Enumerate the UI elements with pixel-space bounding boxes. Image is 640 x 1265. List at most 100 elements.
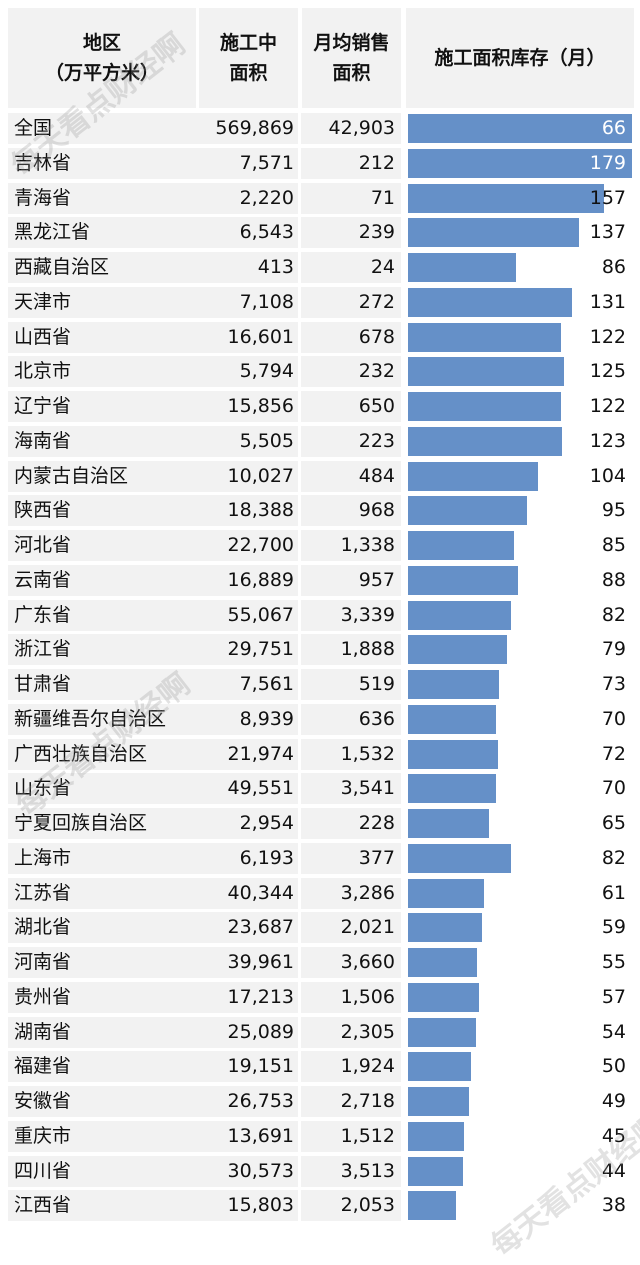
inventory-cell: 65: [406, 808, 634, 839]
inventory-bar: [408, 253, 516, 282]
construction-area: 413: [257, 256, 294, 278]
inventory-cell: 123: [406, 425, 634, 457]
construction-area: 30,573: [227, 1159, 294, 1182]
region-name: 山西省: [8, 321, 298, 353]
inventory-cell: 88: [406, 564, 634, 596]
inventory-value: 59: [601, 916, 626, 939]
inventory-cell: 179: [406, 147, 634, 179]
monthly-sales-area: 484: [301, 460, 401, 492]
inventory-value: 85: [601, 534, 626, 556]
inventory-bar: [408, 809, 489, 838]
construction-area: 40,344: [227, 881, 294, 904]
construction-area: 7,108: [239, 290, 294, 313]
region-name: 湖北省: [8, 912, 298, 944]
inventory-cell: 122: [406, 321, 634, 353]
table-row: 山东省 49,551 3,541 70: [0, 773, 640, 805]
inventory-value: 179: [589, 151, 626, 174]
inventory-bar: [408, 287, 572, 317]
construction-area: 15,803: [227, 1194, 294, 1217]
region-name: 青海省: [8, 182, 298, 214]
table-row: 全国 569,869 42,903 66: [0, 113, 640, 144]
inventory-value: 55: [601, 951, 626, 973]
inventory-bar: [408, 1156, 463, 1186]
inventory-cell: 79: [406, 634, 634, 666]
construction-area: 18,388: [227, 499, 294, 522]
table-row: 江苏省 40,344 3,286 61: [0, 877, 640, 909]
table-row: 北京市 5,794 232 125: [0, 356, 640, 388]
construction-area: 23,687: [227, 916, 294, 939]
table-row: 山西省 16,601 678 122: [0, 321, 640, 353]
region-name: 辽宁省: [8, 391, 298, 422]
monthly-sales-area: 2,021: [301, 912, 401, 944]
table-row: 青海省 2,220 71 157: [0, 182, 640, 214]
monthly-sales-area: 2,053: [301, 1190, 401, 1222]
inventory-value: 122: [589, 325, 626, 348]
inventory-value: 125: [589, 360, 626, 383]
inventory-value: 54: [601, 1020, 626, 1043]
table-row: 西藏自治区 413 24 86: [0, 252, 640, 283]
monthly-sales-area: 212: [301, 147, 401, 179]
inventory-value: 57: [601, 985, 626, 1008]
inventory-bar: [408, 600, 511, 630]
inventory-value: 66: [601, 117, 626, 139]
inventory-cell: 70: [406, 703, 634, 735]
inventory-bar: [408, 878, 484, 908]
inventory-value: 122: [589, 395, 626, 417]
inventory-cell: 59: [406, 912, 634, 944]
inventory-cell: 38: [406, 1190, 634, 1222]
inventory-value: 79: [601, 638, 626, 661]
region-name: 贵州省: [8, 981, 298, 1013]
inventory-bar: [408, 531, 514, 560]
construction-area: 7,571: [239, 151, 294, 174]
inventory-bar: [408, 426, 562, 456]
inventory-cell: 70: [406, 773, 634, 805]
table-row: 浙江省 29,751 1,888 79: [0, 634, 640, 666]
inventory-value: 72: [601, 742, 626, 765]
inventory-cell: 122: [406, 391, 634, 422]
construction-area: 26,753: [227, 1090, 294, 1112]
construction-area: 16,889: [227, 568, 294, 591]
inventory-cell: 61: [406, 877, 634, 909]
inventory-value: 70: [601, 707, 626, 730]
construction-area: 2,954: [239, 812, 294, 834]
construction-area: 5,794: [239, 360, 294, 383]
table-row: 河南省 39,961 3,660 55: [0, 947, 640, 978]
inventory-bar: [408, 670, 499, 699]
monthly-sales-area: 650: [301, 391, 401, 422]
inventory-cell: 131: [406, 286, 634, 318]
table-row: 宁夏回族自治区 2,954 228 65: [0, 808, 640, 839]
inventory-cell: 72: [406, 738, 634, 770]
inventory-value: 82: [601, 846, 626, 869]
inventory-bar: [408, 1191, 456, 1221]
inventory-value: 61: [601, 881, 626, 904]
monthly-sales-area: 678: [301, 321, 401, 353]
region-name: 重庆市: [8, 1120, 298, 1152]
table-row: 内蒙古自治区 10,027 484 104: [0, 460, 640, 492]
inventory-cell: 82: [406, 599, 634, 631]
region-name: 甘肃省: [8, 669, 298, 700]
construction-area: 569,869: [215, 117, 294, 139]
inventory-cell: 49: [406, 1086, 634, 1117]
table-row: 贵州省 17,213 1,506 57: [0, 981, 640, 1013]
region-name: 河南省: [8, 947, 298, 978]
table-row: 四川省 30,573 3,513 44: [0, 1155, 640, 1187]
inventory-bar: [408, 704, 496, 734]
monthly-sales-area: 223: [301, 425, 401, 457]
monthly-sales-area: 71: [301, 182, 401, 214]
region-name: 陕西省: [8, 495, 298, 527]
construction-area: 8,939: [239, 707, 294, 730]
inventory-value: 95: [601, 499, 626, 522]
region-name: 安徽省: [8, 1086, 298, 1117]
inventory-value: 44: [601, 1159, 626, 1182]
table-row: 湖南省 25,089 2,305 54: [0, 1016, 640, 1048]
monthly-sales-area: 24: [301, 252, 401, 283]
region-name: 天津市: [8, 286, 298, 318]
header-construction: 施工中 面积: [199, 8, 298, 108]
inventory-value: 88: [601, 568, 626, 591]
inventory-cell: 85: [406, 530, 634, 561]
inventory-value: 65: [601, 812, 626, 834]
inventory-value: 49: [601, 1090, 626, 1112]
table-row: 河北省 22,700 1,338 85: [0, 530, 640, 561]
construction-area: 22,700: [227, 534, 294, 556]
inventory-value: 50: [601, 1055, 626, 1078]
